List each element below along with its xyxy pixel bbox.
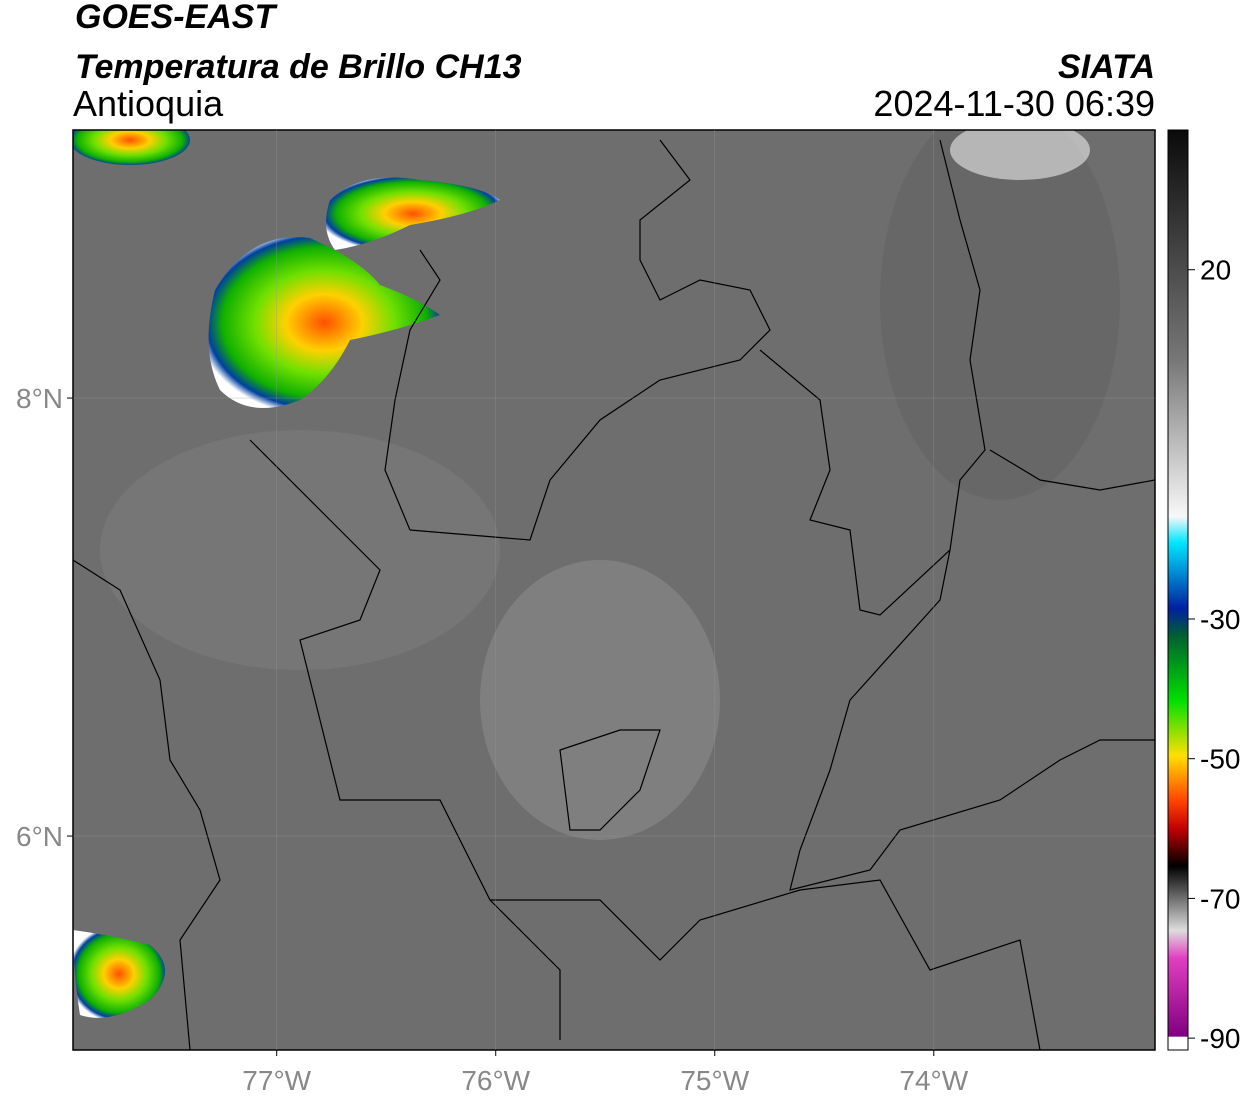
texture <box>100 430 500 670</box>
boundary <box>559 729 661 831</box>
boundary <box>759 139 986 616</box>
cloud <box>208 237 440 408</box>
map-frame <box>72 129 1156 1051</box>
texture <box>880 130 1120 500</box>
source-title: GOES-EAST <box>75 0 278 36</box>
boundary <box>409 139 771 541</box>
y-tick-label: 8°N <box>16 383 63 414</box>
colorbar-tick-label: -90 <box>1200 1023 1240 1054</box>
colorbar-tick-label: -30 <box>1200 604 1240 635</box>
boundary <box>789 549 1155 891</box>
colorbar-tick-label: -50 <box>1200 744 1240 775</box>
boundary <box>384 249 441 531</box>
satellite-image <box>73 130 1155 1050</box>
cloud <box>326 177 500 250</box>
texture <box>950 130 1090 180</box>
cloud <box>73 130 190 165</box>
cloud <box>73 930 165 1018</box>
y-tick-label: 6°N <box>16 821 63 852</box>
x-tick-label: 77°W <box>242 1065 311 1096</box>
product-title: Temperatura de Brillo CH13 <box>75 48 522 86</box>
ticks: 77°W 76°W 75°W 74°W 8°N 6°N 20 -30 -50 -70 -90 <box>16 130 1240 1096</box>
colorbar <box>1167 129 1189 1051</box>
boundary <box>989 449 1155 491</box>
x-tick-label: 75°W <box>680 1065 749 1096</box>
colorbar-tick-label: -70 <box>1200 883 1240 914</box>
boundary <box>490 879 1041 1050</box>
agency: SIATA <box>1058 48 1155 86</box>
datetime: 2024-11-30 06:39 <box>873 83 1155 124</box>
x-tick-label: 76°W <box>461 1065 530 1096</box>
colorbar-tick-label: 20 <box>1200 255 1231 286</box>
x-tick-label: 74°W <box>899 1065 968 1096</box>
coastline <box>73 559 221 1050</box>
boundary <box>249 439 561 1040</box>
region: Antioquia <box>73 83 224 124</box>
texture <box>480 560 720 840</box>
